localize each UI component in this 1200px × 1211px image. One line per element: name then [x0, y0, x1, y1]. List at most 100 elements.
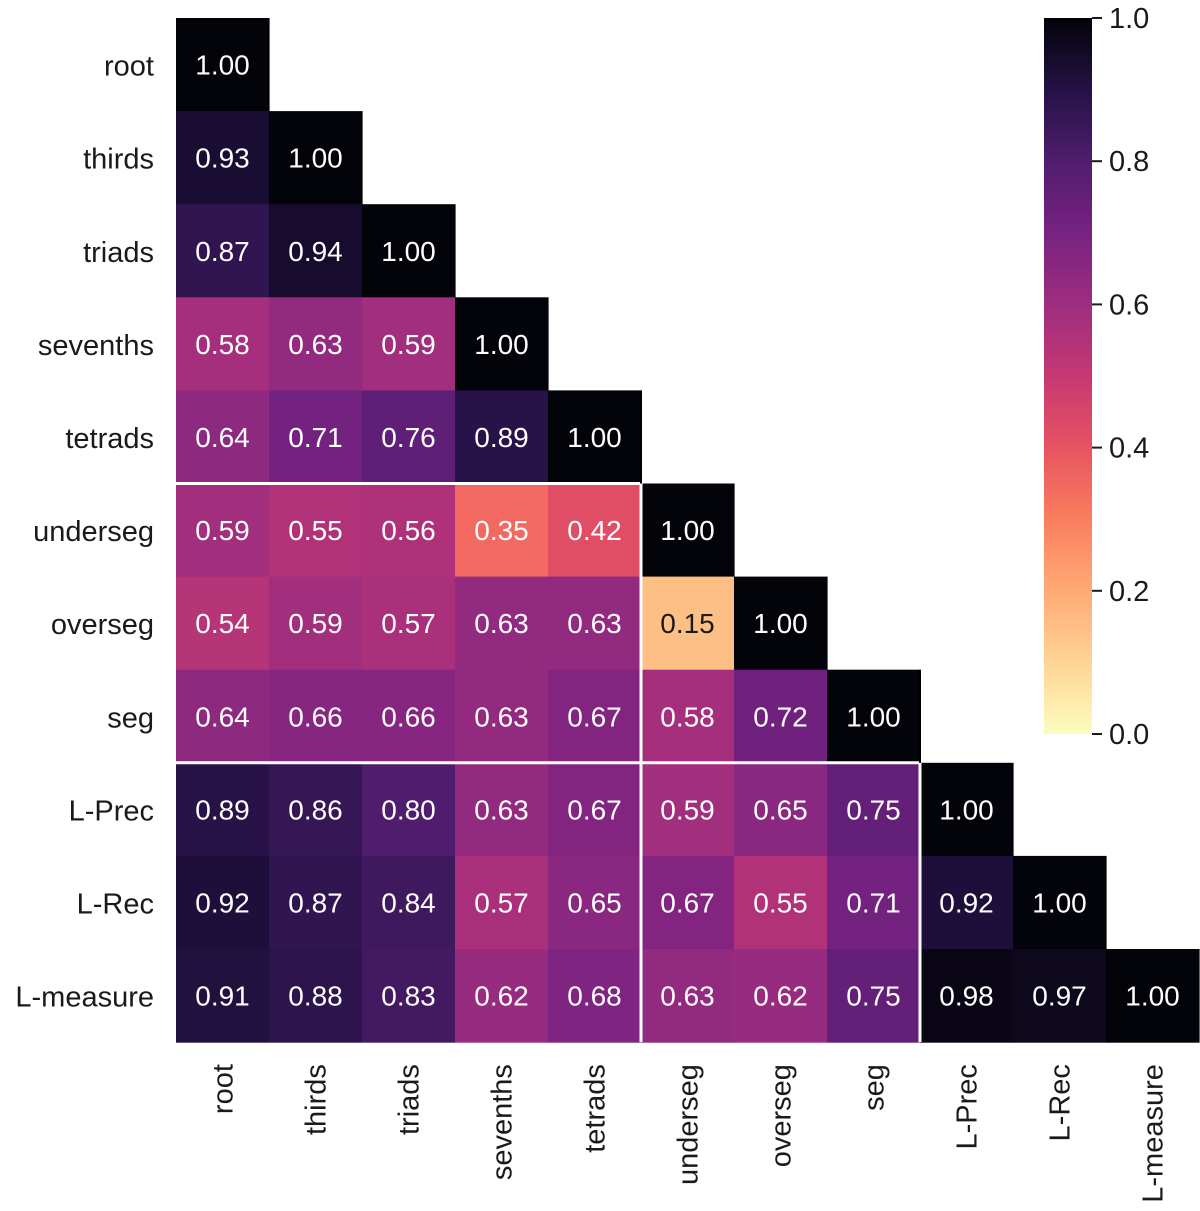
y-tick-label-L-Rec: L-Rec [77, 888, 154, 920]
heatmap-cell-seg-thirds [269, 669, 363, 764]
heatmap-value-underseg-thirds: 0.55 [288, 515, 343, 546]
heatmap-value-seg-seg: 1.00 [846, 701, 901, 732]
heatmap-cell-L-Rec-overseg [734, 855, 828, 950]
x-tick-label-root: root [208, 1064, 240, 1114]
heatmap-value-L-Rec-sevenths: 0.57 [474, 887, 529, 918]
heatmap-value-overseg-root: 0.54 [195, 608, 250, 639]
heatmap-value-L-Rec-L-Prec: 0.92 [939, 887, 994, 918]
y-axis-tick-labels: root thirds triads sevenths tetrads underseg o… [15, 51, 154, 1014]
heatmap-value-triads-triads: 1.00 [381, 236, 436, 267]
heatmap-cell-overseg-overseg [734, 576, 828, 671]
heatmap-cell-L-Rec-L-Rec [1013, 855, 1107, 950]
heatmap-value-seg-tetrads: 0.67 [567, 701, 622, 732]
heatmap-value-L-measure-L-measure: 1.00 [1125, 981, 1180, 1012]
group-boundary-lines [176, 390, 922, 1043]
heatmap-cell-L-measure-tetrads [548, 949, 642, 1043]
heatmap-cell-L-Rec-seg [827, 855, 921, 950]
heatmap-value-L-Rec-L-Rec: 1.00 [1032, 887, 1087, 918]
heatmap-cell-L-Rec-L-Prec [920, 855, 1014, 950]
heatmap-cell-thirds-thirds [269, 111, 363, 205]
heatmap-value-overseg-overseg: 1.00 [753, 608, 808, 639]
heatmap-cell-tetrads-thirds [269, 390, 363, 485]
heatmap-cell-tetrads-tetrads [548, 390, 642, 485]
heatmap-value-underseg-sevenths: 0.35 [474, 515, 529, 546]
heatmap-value-L-Prec-L-Prec: 1.00 [939, 794, 994, 825]
heatmap-cell-L-Prec-triads [362, 762, 456, 857]
heatmap-value-sevenths-root: 0.58 [195, 329, 250, 360]
y-tick-label-thirds: thirds [83, 144, 154, 176]
heatmap-value-L-measure-thirds: 0.88 [288, 981, 343, 1012]
heatmap-cell-seg-tetrads [548, 669, 642, 764]
heatmap-cell-underseg-root [176, 483, 270, 578]
heatmap-value-L-Prec-root: 0.89 [195, 794, 250, 825]
heatmap-value-L-Prec-seg: 0.75 [846, 794, 901, 825]
heatmap-cell-L-Prec-seg [827, 762, 921, 857]
y-tick-label-root: root [104, 51, 154, 83]
heatmap-value-L-measure-tetrads: 0.68 [567, 981, 622, 1012]
x-tick-label-L-Rec: L-Rec [1045, 1064, 1077, 1141]
heatmap-cell-L-Rec-tetrads [548, 855, 642, 950]
heatmap-value-overseg-underseg: 0.15 [660, 608, 715, 639]
colorbar-tick-label-1: 0.2 [1109, 576, 1149, 608]
y-tick-label-seg: seg [107, 702, 154, 734]
heatmap-value-seg-overseg: 0.72 [753, 701, 808, 732]
heatmap-value-tetrads-thirds: 0.71 [288, 422, 343, 453]
x-tick-label-tetrads: tetrads [580, 1064, 612, 1153]
heatmap-cell-overseg-thirds [269, 576, 363, 671]
heatmap-cell-underseg-underseg [641, 483, 735, 578]
heatmap-value-labels: 1.00 0.93 1.00 0.87 0.94 1.00 0.58 0.63 0.59 1.00… [195, 50, 1180, 1012]
heatmap-cell-triads-thirds [269, 204, 363, 298]
heatmap-value-seg-sevenths: 0.63 [474, 701, 529, 732]
heatmap-cell-overseg-tetrads [548, 576, 642, 671]
heatmap-value-L-measure-sevenths: 0.62 [474, 981, 529, 1012]
heatmap-value-L-measure-L-Prec: 0.98 [939, 981, 994, 1012]
heatmap-value-triads-thirds: 0.94 [288, 236, 343, 267]
colorbar-tick-label-0: 0.0 [1109, 719, 1149, 751]
heatmap-value-L-Rec-underseg: 0.67 [660, 887, 715, 918]
heatmap-cell-tetrads-triads [362, 390, 456, 485]
heatmap-value-overseg-triads: 0.57 [381, 608, 436, 639]
heatmap-cell-L-Prec-L-Prec [920, 762, 1014, 857]
heatmap-cell-L-Rec-underseg [641, 855, 735, 950]
heatmap-cell-L-measure-L-Rec [1013, 949, 1107, 1043]
y-tick-label-triads: triads [83, 237, 154, 269]
heatmap-cell-seg-triads [362, 669, 456, 764]
heatmap-cell-L-Prec-root [176, 762, 270, 857]
x-tick-label-L-Prec: L-Prec [952, 1064, 984, 1149]
heatmap-cell-sevenths-root [176, 297, 270, 391]
heatmap-cell-L-measure-seg [827, 949, 921, 1043]
heatmap-cell-underseg-tetrads [548, 483, 642, 578]
heatmap-cell-L-measure-L-Prec [920, 949, 1014, 1043]
heatmap-cell-seg-seg [827, 669, 921, 764]
y-tick-label-underseg: underseg [33, 516, 154, 548]
heatmap-value-thirds-thirds: 1.00 [288, 143, 343, 174]
heatmap-value-underseg-root: 0.59 [195, 515, 250, 546]
colorbar-tick-label-4: 0.8 [1109, 146, 1149, 178]
y-tick-label-L-Prec: L-Prec [69, 795, 154, 827]
heatmap-value-L-Rec-tetrads: 0.65 [567, 887, 622, 918]
heatmap-value-root-root: 1.00 [195, 50, 250, 81]
heatmap-value-sevenths-thirds: 0.63 [288, 329, 343, 360]
heatmap-cell-L-Prec-tetrads [548, 762, 642, 857]
heatmap-cell-L-Prec-thirds [269, 762, 363, 857]
heatmap-value-overseg-thirds: 0.59 [288, 608, 343, 639]
heatmap-value-overseg-sevenths: 0.63 [474, 608, 529, 639]
heatmap-cell-L-measure-sevenths [455, 949, 549, 1043]
x-tick-label-sevenths: sevenths [487, 1064, 519, 1180]
heatmap-value-L-measure-triads: 0.83 [381, 981, 436, 1012]
y-tick-label-sevenths: sevenths [38, 330, 154, 362]
heatmap-cell-L-measure-root [176, 949, 270, 1043]
heatmap-value-seg-triads: 0.66 [381, 701, 436, 732]
colorbar: 0.0 0.2 0.4 0.6 0.8 1.0 [1044, 3, 1149, 751]
heatmap-value-sevenths-sevenths: 1.00 [474, 329, 529, 360]
heatmap-value-seg-underseg: 0.58 [660, 701, 715, 732]
heatmap-value-L-measure-underseg: 0.63 [660, 981, 715, 1012]
y-tick-label-L-measure: L-measure [15, 982, 154, 1014]
heatmap-value-tetrads-sevenths: 0.89 [474, 422, 529, 453]
heatmap-value-L-Prec-thirds: 0.86 [288, 794, 343, 825]
heatmap-cell-triads-triads [362, 204, 456, 298]
heatmap-cell-thirds-root [176, 111, 270, 205]
heatmap-value-tetrads-root: 0.64 [195, 422, 250, 453]
heatmap-cell-L-Rec-root [176, 855, 270, 950]
heatmap-cell-underseg-sevenths [455, 483, 549, 578]
